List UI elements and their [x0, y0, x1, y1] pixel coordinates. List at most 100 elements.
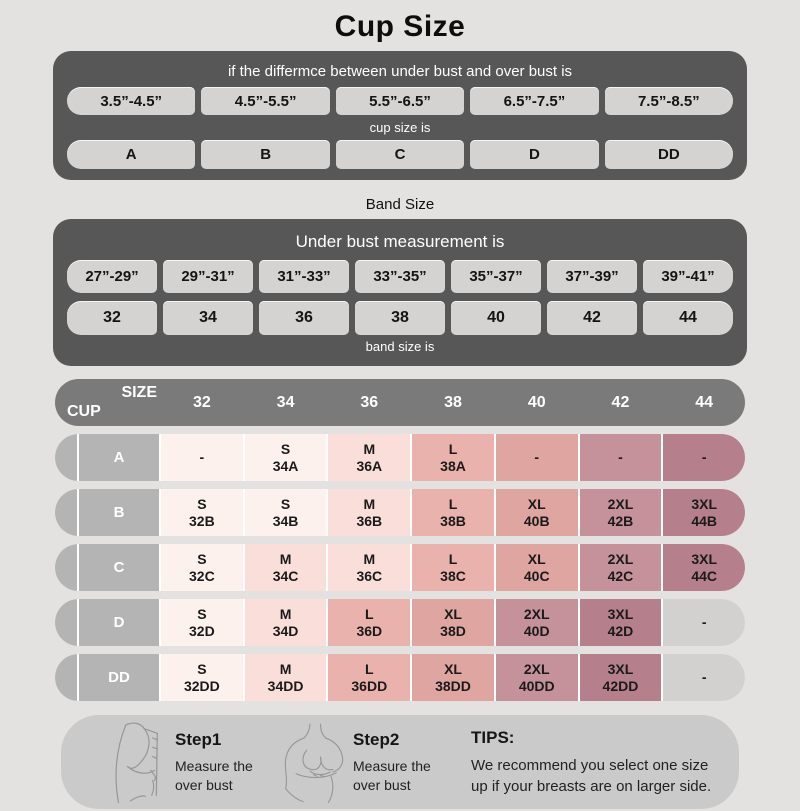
cup-difference-range: 4.5”-5.5”	[201, 87, 330, 115]
size-cell: M 36A	[328, 434, 411, 481]
cup-letter: C	[335, 140, 465, 169]
step2-text: Measure the over bust	[353, 757, 431, 793]
cup-difference-range: 6.5”-7.5”	[470, 87, 599, 115]
size-cell: 2XL 40D	[495, 599, 578, 646]
size-cell: 3XL 44C	[663, 544, 745, 591]
under-bust-range: 31”-33”	[259, 260, 349, 293]
corner-size-label: SIZE	[121, 384, 157, 401]
band-number: 44	[643, 301, 733, 335]
matrix-corner-cell: SIZE CUP	[55, 379, 159, 426]
size-cell: L 38A	[412, 434, 494, 481]
step1-block: Step1 Measure the over bust	[175, 730, 277, 795]
cup-letter: DD	[604, 140, 734, 169]
size-cell: XL 38D	[412, 599, 494, 646]
matrix-column-header: 44	[695, 393, 714, 411]
matrix-column-header: 36	[360, 393, 379, 411]
size-cell: XL 38DD	[412, 654, 494, 701]
band-size-panel: Under bust measurement is 27”-29” 29”-31”…	[53, 219, 747, 366]
size-cell: S 32D	[161, 599, 243, 646]
size-cell: 2XL 40DD	[495, 654, 578, 701]
cup-letter: B	[201, 140, 330, 169]
band-number: 36	[259, 301, 349, 335]
cup-row-label: DD	[79, 654, 159, 701]
matrix-header-row: SIZE CUP 32 34 36 38 40 42 44	[55, 379, 745, 426]
matrix-row-cup-c: C S 32C M 34C M 36C L 38C XL 40C 2XL 42C 3XL 44C	[55, 544, 745, 591]
under-bust-caption: Under bust measurement is	[295, 232, 505, 251]
step1-title: Step1	[175, 729, 222, 749]
tips-block: TIPS: We recommend you select one size u…	[471, 728, 721, 797]
size-cell: L 38B	[412, 489, 494, 536]
size-cell: 2XL 42B	[579, 489, 662, 536]
measure-illustration-step1	[99, 718, 173, 806]
matrix-column-header: 34	[276, 393, 295, 411]
under-bust-range: 37”-39”	[547, 260, 637, 293]
size-cell: -	[663, 599, 745, 646]
cup-difference-range: 3.5”-4.5”	[67, 87, 196, 115]
band-number-row: 32 34 36 38 40 42 44	[67, 301, 733, 335]
under-bust-range: 29”-31”	[163, 260, 253, 293]
size-cell: XL 40C	[495, 544, 578, 591]
tips-title: TIPS:	[471, 727, 515, 747]
cup-row-label: A	[79, 434, 159, 481]
band-size-title: Band Size	[365, 196, 435, 213]
cup-row-label: B	[79, 489, 159, 536]
matrix-column-header: 38	[444, 393, 462, 411]
measuring-guide-panel: Step1 Measure the over bust Step2 Measur…	[61, 715, 739, 809]
step2-block: Step2 Measure the over bust	[353, 730, 455, 795]
size-cell: M 34C	[244, 544, 327, 591]
row-end-cap	[55, 599, 77, 646]
under-bust-range: 39”-41”	[643, 260, 733, 293]
cup-difference-caption: if the differmce between under bust and …	[227, 63, 573, 80]
size-chart-page: Cup Size if the differmce between under …	[0, 10, 800, 809]
cup-row-label: C	[79, 544, 159, 591]
cup-letter-row: A B C D DD	[67, 140, 734, 169]
size-cell: S 34B	[244, 489, 327, 536]
size-matrix: SIZE CUP 32 34 36 38 40 42 44 A - S 34A M 36A L 38A - -…	[55, 379, 745, 701]
step1-text: Measure the over bust	[175, 757, 253, 793]
under-bust-range-row: 27”-29” 29”-31” 31”-33” 33”-35” 35”-37” 37”-3…	[67, 260, 733, 293]
cup-difference-range: 5.5”-6.5”	[335, 87, 465, 115]
band-number: 34	[163, 301, 253, 335]
measure-illustration-step2	[277, 718, 351, 806]
cup-size-panel: if the differmce between under bust and …	[53, 51, 747, 180]
cup-letter: D	[470, 140, 599, 169]
size-cell: 3XL 42D	[579, 599, 662, 646]
size-cell: -	[663, 434, 745, 481]
page-title: Cup Size	[334, 10, 466, 43]
size-cell: S 32C	[161, 544, 243, 591]
step2-title: Step2	[353, 729, 400, 749]
row-end-cap	[55, 544, 77, 591]
size-cell: M 36C	[328, 544, 411, 591]
matrix-column-header: 42	[611, 393, 630, 411]
under-bust-range: 27”-29”	[67, 260, 157, 293]
size-cell: 2XL 42C	[579, 544, 662, 591]
size-cell: -	[161, 434, 243, 481]
size-cell: -	[663, 654, 745, 701]
band-size-is-caption: band size is	[365, 339, 435, 354]
size-cell: -	[579, 434, 662, 481]
size-cell: 3XL 44B	[663, 489, 745, 536]
size-cell: S 32B	[161, 489, 243, 536]
band-number: 42	[547, 301, 637, 335]
size-cell: S 32DD	[161, 654, 243, 701]
band-number: 32	[67, 301, 157, 335]
size-cell: L 36D	[328, 599, 411, 646]
tips-text: We recommend you select one size up if y…	[471, 756, 712, 795]
under-bust-range: 33”-35”	[355, 260, 445, 293]
matrix-row-cup-b: B S 32B S 34B M 36B L 38B XL 40B 2XL 42B 3XL 44B	[55, 489, 745, 536]
size-cell: 3XL 42DD	[579, 654, 662, 701]
row-end-cap	[55, 434, 77, 481]
under-bust-range: 35”-37”	[451, 260, 541, 293]
size-cell: -	[495, 434, 578, 481]
size-cell: XL 40B	[495, 489, 578, 536]
cup-size-is-caption: cup size is	[369, 120, 431, 135]
band-number: 38	[355, 301, 445, 335]
matrix-column-header: 32	[192, 393, 211, 411]
size-cell: S 34A	[244, 434, 327, 481]
size-cell: M 34DD	[244, 654, 327, 701]
matrix-row-cup-a: A - S 34A M 36A L 38A - - -	[55, 434, 745, 481]
row-end-cap	[55, 654, 77, 701]
cup-difference-range-row: 3.5”-4.5” 4.5”-5.5” 5.5”-6.5” 6.5”-7.5” 7.5”…	[67, 87, 734, 115]
cup-letter: A	[67, 140, 196, 169]
cup-row-label: D	[79, 599, 159, 646]
